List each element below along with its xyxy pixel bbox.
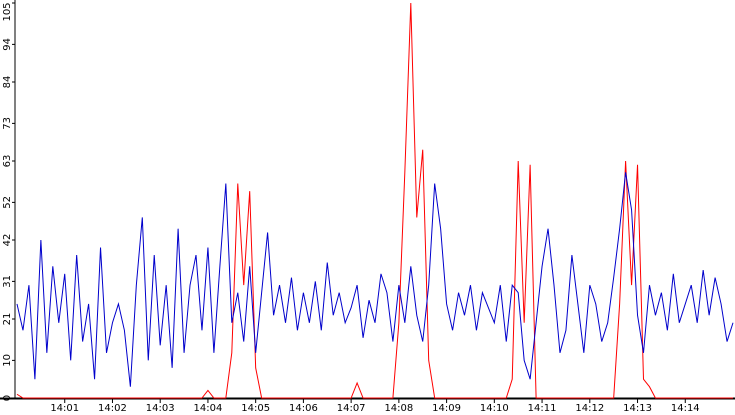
y-tick-label: 63: [2, 155, 13, 168]
y-tick-label: 84: [2, 76, 13, 89]
x-tick-label: 14:11: [528, 403, 557, 414]
x-tick-label: 14:05: [241, 403, 270, 414]
x-tick-label: 14:06: [289, 403, 318, 414]
y-tick-label: 31: [2, 275, 13, 288]
x-tick-label: 14:09: [432, 403, 461, 414]
x-tick-label: 14:03: [146, 403, 175, 414]
x-tick-label: 14:01: [50, 403, 79, 414]
y-tick-label: 105: [2, 2, 13, 21]
y-tick-label: 42: [2, 234, 13, 247]
y-tick-label: 52: [2, 196, 13, 209]
x-tick-label: 14:10: [480, 403, 509, 414]
series-line: [16, 172, 734, 387]
x-tick-label: 14:14: [671, 403, 700, 414]
y-tick-label: 10: [2, 354, 13, 367]
x-tick-label: 14:02: [98, 403, 127, 414]
x-tick-label: 14:12: [575, 403, 604, 414]
x-tick-label: 14:04: [194, 403, 223, 414]
y-tick-label: 21: [2, 313, 13, 326]
y-tick-label: 73: [2, 117, 13, 130]
series-line: [16, 2, 733, 399]
x-tick-label: 14:13: [623, 403, 652, 414]
y-tick-label: 94: [2, 38, 13, 51]
x-tick-label: 14:08: [384, 403, 413, 414]
x-tick-label: 14:07: [337, 403, 366, 414]
